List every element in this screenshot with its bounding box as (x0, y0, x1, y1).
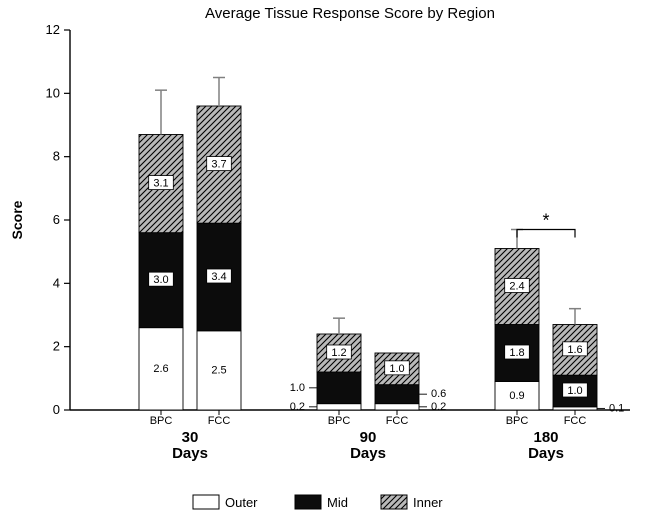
svg-text:1.2: 1.2 (331, 347, 346, 359)
group-label-180: 180 (533, 429, 558, 446)
bar-label-FCC: FCC (386, 415, 409, 427)
group-label-90: 90 (360, 429, 377, 446)
days-label: Days (172, 445, 208, 462)
legend-swatch-mid (295, 495, 321, 509)
legend-label-outer: Outer (225, 495, 258, 510)
svg-text:0.1: 0.1 (609, 402, 624, 414)
legend-swatch-outer (193, 495, 219, 509)
bar-label-BPC: BPC (328, 415, 351, 427)
bar-label-FCC: FCC (208, 415, 231, 427)
svg-text:10: 10 (46, 85, 60, 100)
svg-text:0: 0 (53, 402, 60, 417)
svg-text:1.6: 1.6 (567, 344, 582, 356)
svg-text:2.4: 2.4 (509, 281, 524, 293)
svg-text:4: 4 (53, 275, 60, 290)
days-label: Days (350, 445, 386, 462)
bar-90-FCC-outer (375, 404, 419, 410)
bar-90-FCC-mid (375, 385, 419, 404)
svg-text:2: 2 (53, 339, 60, 354)
svg-text:1.0: 1.0 (290, 382, 305, 394)
tissue-response-chart: 0 2 4 6 8 10 12 Average Tissue Response Score b… (0, 0, 666, 525)
svg-text:2.6: 2.6 (153, 363, 168, 375)
bar-label-BPC: BPC (150, 415, 173, 427)
svg-text:0.9: 0.9 (509, 390, 524, 402)
bar-label-BPC: BPC (506, 415, 529, 427)
svg-text:3.0: 3.0 (153, 274, 168, 286)
svg-text:8: 8 (53, 149, 60, 164)
bar-label-FCC: FCC (564, 415, 587, 427)
legend-swatch-inner (381, 495, 407, 509)
svg-text:0.6: 0.6 (431, 388, 446, 400)
svg-text:0.2: 0.2 (431, 401, 446, 413)
svg-text:3.1: 3.1 (153, 178, 168, 190)
svg-text:1.0: 1.0 (389, 363, 404, 375)
svg-text:0.2: 0.2 (290, 401, 305, 413)
svg-text:3.7: 3.7 (211, 159, 226, 171)
chart-title: Average Tissue Response Score by Region (205, 5, 495, 22)
y-axis-label: Score (9, 200, 25, 239)
significance-marker: * (542, 211, 549, 231)
legend-label-inner: Inner (413, 495, 443, 510)
svg-text:12: 12 (46, 22, 60, 37)
legend: Outer Mid Inner (193, 495, 443, 510)
svg-text:2.5: 2.5 (211, 364, 226, 376)
svg-text:1.0: 1.0 (567, 385, 582, 397)
bar-180-FCC-outer (553, 407, 597, 410)
bar-90-BPC-outer (317, 404, 361, 410)
svg-text:6: 6 (53, 212, 60, 227)
days-label: Days (528, 445, 564, 462)
svg-text:1.8: 1.8 (509, 347, 524, 359)
svg-text:3.4: 3.4 (211, 271, 226, 283)
group-label-30: 30 (182, 429, 199, 446)
bar-90-BPC-mid (317, 372, 361, 404)
legend-label-mid: Mid (327, 495, 348, 510)
